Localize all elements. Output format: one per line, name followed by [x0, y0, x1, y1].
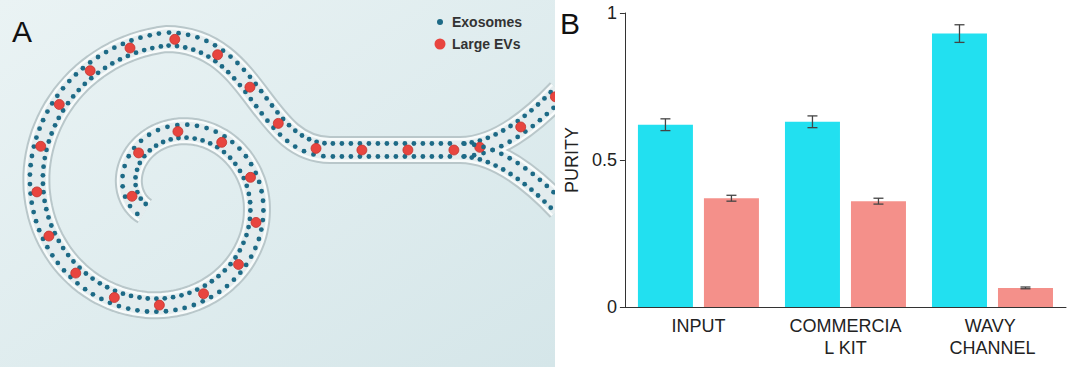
- svg-text:WAVY: WAVY: [965, 316, 1021, 336]
- svg-text:CHANNEL: CHANNEL: [949, 338, 1035, 358]
- svg-text:L KIT: L KIT: [824, 338, 866, 358]
- svg-text:0.5: 0.5: [592, 150, 617, 170]
- svg-text:A: A: [12, 15, 32, 48]
- svg-text:COMMERCIA: COMMERCIA: [789, 316, 901, 336]
- svg-text:Large EVs: Large EVs: [452, 36, 521, 52]
- svg-text:INPUT: INPUT: [671, 316, 725, 336]
- svg-text:PURITY: PURITY: [562, 127, 582, 193]
- svg-text:Exosomes: Exosomes: [452, 14, 522, 30]
- svg-text:0: 0: [607, 297, 617, 317]
- svg-text:1: 1: [607, 3, 617, 23]
- svg-text:B: B: [560, 7, 580, 40]
